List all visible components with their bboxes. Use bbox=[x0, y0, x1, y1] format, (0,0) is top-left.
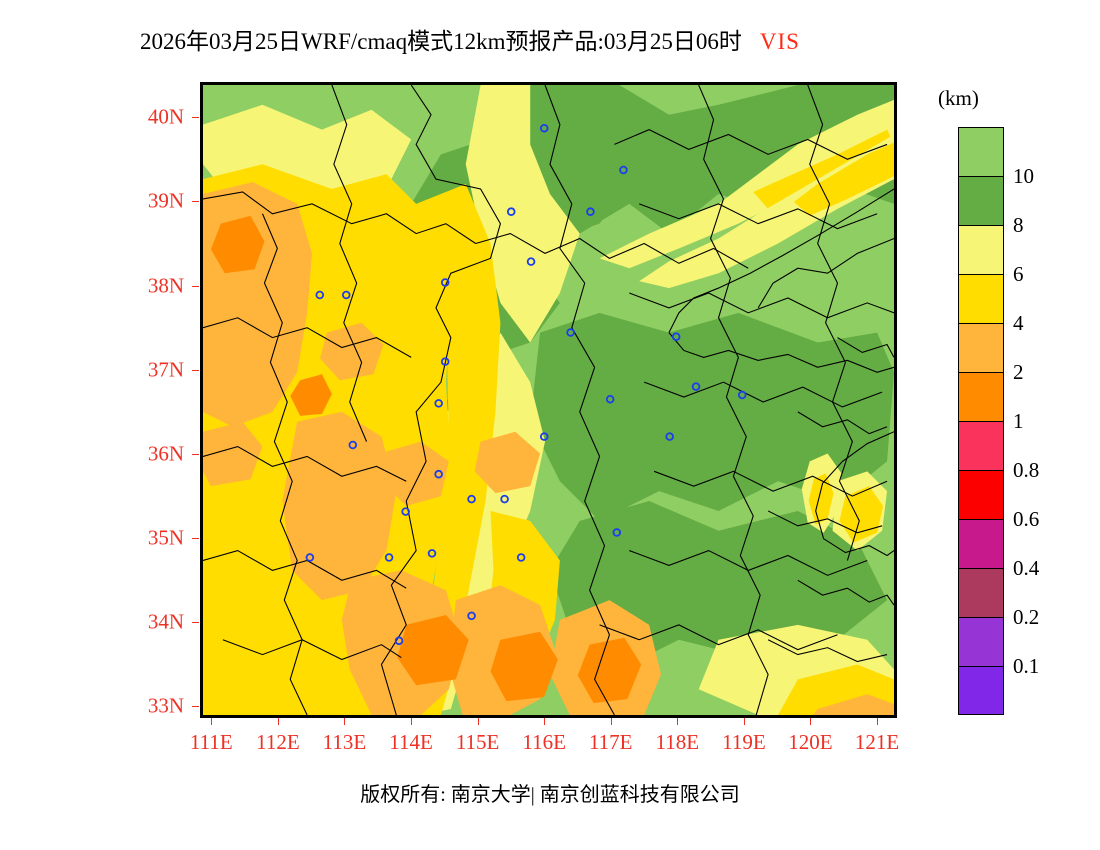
x-axis-label: 114E bbox=[389, 730, 433, 754]
y-tick bbox=[192, 537, 199, 539]
colorbar-tick-label: 0.6 bbox=[1013, 507, 1040, 531]
station-marker bbox=[691, 382, 701, 391]
x-axis-label: 116E bbox=[522, 730, 566, 754]
station-markers bbox=[305, 124, 747, 646]
station-marker bbox=[427, 549, 437, 558]
chart-title: 2026年03月25日WRF/cmaq模式12km预报产品:03月25日06时 V… bbox=[0, 22, 940, 56]
station-marker bbox=[434, 399, 443, 408]
administrative-boundaries bbox=[203, 85, 894, 715]
station-marker bbox=[305, 553, 315, 562]
y-axis-label: 39N bbox=[147, 188, 184, 213]
x-tick bbox=[411, 718, 413, 725]
y-tick bbox=[192, 622, 199, 624]
colorbar-tick-label: 8 bbox=[1013, 213, 1024, 237]
colorbar-tick-label: 4 bbox=[1013, 311, 1024, 335]
colorbar-swatch[interactable]: 2 bbox=[958, 323, 1024, 384]
station-marker bbox=[434, 469, 443, 479]
colorbar-swatch[interactable]: 0.2 bbox=[958, 568, 1039, 629]
station-marker bbox=[566, 328, 575, 337]
station-marker bbox=[440, 357, 450, 366]
station-marker bbox=[500, 494, 509, 504]
colorbar-tick-label: 1 bbox=[1013, 409, 1024, 433]
station-marker bbox=[539, 124, 549, 133]
station-marker bbox=[401, 507, 410, 516]
x-axis-label: 115E bbox=[455, 730, 500, 754]
y-axis-label: 34N bbox=[147, 609, 184, 634]
station-marker bbox=[467, 611, 476, 621]
x-tick bbox=[877, 718, 879, 725]
y-axis-label: 38N bbox=[147, 273, 184, 298]
x-axis-label: 118E bbox=[655, 730, 700, 754]
y-tick bbox=[192, 453, 199, 455]
station-marker bbox=[665, 432, 674, 441]
y-tick bbox=[192, 706, 199, 708]
x-tick bbox=[677, 718, 679, 725]
station-marker bbox=[737, 390, 747, 400]
colorbar-tick-label: 0.4 bbox=[1013, 556, 1040, 580]
station-marker bbox=[605, 394, 615, 404]
station-marker bbox=[394, 636, 404, 646]
colorbar[interactable]: 10 8 6 4 2 1 0.8 0.6 0.4 0.2 0.1 bbox=[958, 127, 1039, 715]
station-marker bbox=[671, 332, 681, 341]
colorbar-unit-label: (km) bbox=[938, 86, 979, 110]
x-tick bbox=[211, 718, 213, 725]
y-axis-label: 35N bbox=[147, 525, 184, 550]
x-axis-label: 117E bbox=[588, 730, 633, 754]
x-axis-label: 119E bbox=[722, 730, 766, 754]
station-marker bbox=[341, 290, 351, 300]
y-tick bbox=[192, 369, 199, 371]
y-axis-label: 36N bbox=[147, 441, 184, 466]
station-marker bbox=[506, 207, 516, 216]
station-marker bbox=[516, 553, 526, 562]
colorbar-swatch[interactable] bbox=[958, 666, 1004, 715]
station-marker bbox=[348, 440, 358, 450]
x-tick bbox=[743, 718, 745, 725]
colorbar-swatch[interactable]: 8 bbox=[958, 176, 1024, 237]
map-plot-area[interactable] bbox=[200, 82, 897, 718]
station-marker bbox=[526, 257, 536, 266]
x-axis-label: 111E bbox=[189, 730, 233, 754]
x-tick bbox=[544, 718, 546, 725]
station-marker bbox=[384, 553, 394, 562]
colorbar-swatch[interactable]: 0.8 bbox=[958, 421, 1039, 482]
station-marker bbox=[539, 432, 549, 441]
x-axis-label: 121E bbox=[854, 730, 900, 754]
y-tick bbox=[192, 117, 199, 119]
x-axis-label: 112E bbox=[256, 730, 300, 754]
x-tick bbox=[277, 718, 279, 725]
colorbar-swatch[interactable]: 1 bbox=[958, 372, 1024, 433]
x-tick bbox=[610, 718, 612, 725]
y-axis-label: 37N bbox=[147, 357, 184, 382]
x-axis-label: 120E bbox=[788, 730, 833, 754]
y-axis-label: 33N bbox=[147, 693, 184, 718]
colorbar-swatch[interactable]: 10 bbox=[958, 127, 1034, 188]
colorbar-tick-label: 0.2 bbox=[1013, 605, 1040, 629]
colorbar-tick-label: 0.8 bbox=[1013, 458, 1040, 482]
y-tick bbox=[192, 201, 199, 203]
x-axis-label: 113E bbox=[322, 730, 367, 754]
colorbar-tick-label: 10 bbox=[1013, 164, 1034, 188]
colorbar-swatch[interactable]: 0.1 bbox=[958, 617, 1039, 678]
colorbar-swatch[interactable]: 4 bbox=[958, 274, 1024, 335]
station-marker bbox=[440, 278, 450, 287]
colorbar-swatch[interactable]: 0.4 bbox=[958, 519, 1039, 580]
station-marker bbox=[315, 290, 325, 300]
station-marker bbox=[619, 165, 628, 175]
variable-label: VIS bbox=[759, 29, 800, 54]
x-tick bbox=[810, 718, 812, 725]
copyright-footer: 版权所有: 南京大学| 南京创蓝科技有限公司 bbox=[360, 784, 740, 806]
colorbar-tick-label: 0.1 bbox=[1013, 654, 1040, 678]
y-tick bbox=[192, 285, 199, 287]
y-axis-label: 40N bbox=[147, 104, 184, 129]
colorbar-tick-label: 6 bbox=[1013, 262, 1024, 286]
station-marker bbox=[586, 207, 595, 216]
x-tick bbox=[344, 718, 346, 725]
x-tick bbox=[477, 718, 479, 725]
colorbar-tick-label: 2 bbox=[1013, 360, 1024, 384]
colorbar-swatch[interactable]: 6 bbox=[958, 225, 1024, 286]
station-marker bbox=[467, 494, 476, 504]
chart-title-text: 2026年03月25日WRF/cmaq模式12km预报产品:03月25日06时 bbox=[140, 29, 742, 54]
station-marker bbox=[612, 528, 622, 537]
colorbar-swatch[interactable]: 0.6 bbox=[958, 470, 1039, 531]
